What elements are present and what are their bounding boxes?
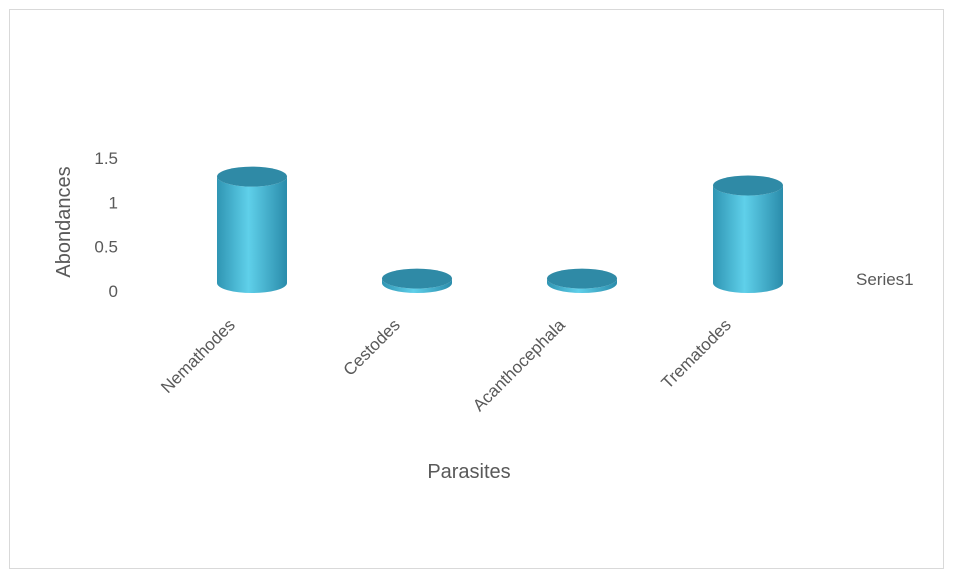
x-tick-label: Cestodes [340,315,404,379]
bar-trematodes [713,175,783,293]
y-tick-label: 0 [109,282,118,301]
x-tick-label: Nemathodes [157,315,239,397]
bar-top [382,268,452,289]
y-axis-title: Abondances [53,166,75,277]
y-tick-label: 1.5 [94,149,118,168]
bar-body [217,176,287,293]
bar-top [217,166,287,187]
x-tick-label: Trematodes [658,315,735,392]
bar-cestodes [382,268,452,293]
x-axis-title: Parasites [427,461,510,483]
bar-acanthocephala [547,268,617,293]
y-tick-label: 0.5 [94,238,118,257]
x-tick-label: Acanthocephala [469,315,569,415]
bar-body [547,278,617,293]
bar-body [382,278,452,293]
bar-body [713,185,783,293]
y-tick-label: 1 [109,193,118,212]
bar-top [713,175,783,196]
bar-top [547,268,617,289]
bar-nemathodes [217,166,287,293]
chart-frame [9,9,944,569]
legend-series-label: Series1 [856,270,914,289]
